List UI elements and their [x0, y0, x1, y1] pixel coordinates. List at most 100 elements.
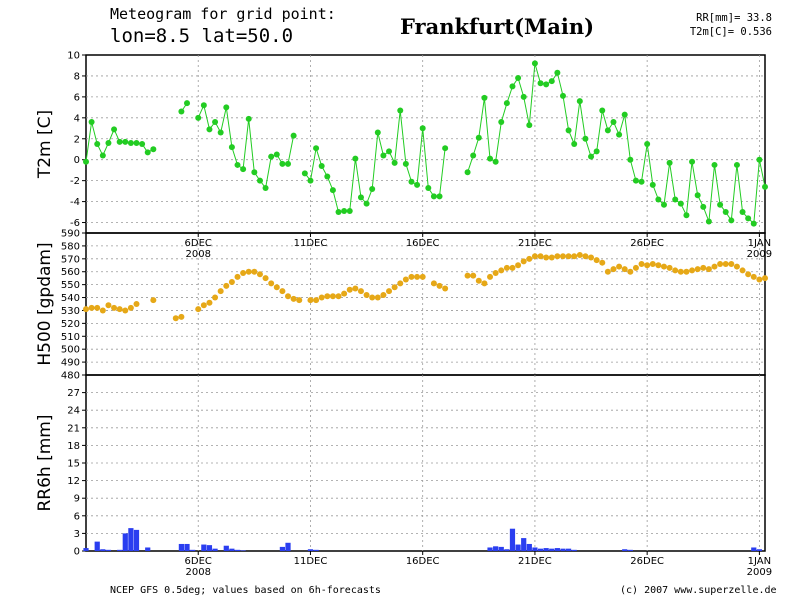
h500-point	[105, 302, 112, 309]
t2m-point	[206, 126, 213, 133]
t2m-point	[313, 145, 320, 152]
h500-point	[649, 260, 656, 267]
t2m-point	[133, 139, 140, 146]
h500-point	[133, 301, 140, 307]
location-title: Frankfurt(Main)	[400, 14, 595, 39]
rr6h-ytick-label: 0	[74, 547, 80, 558]
t2m-ytick-label: 0	[74, 155, 80, 166]
rr6h-bar	[240, 550, 246, 551]
t2m-point	[144, 149, 151, 156]
rr6h-bar	[532, 547, 538, 551]
t2m-point	[386, 148, 393, 155]
t2m-point	[689, 158, 696, 165]
t2m-point	[262, 184, 269, 191]
h500-point	[341, 290, 348, 297]
t2m-point	[632, 177, 639, 184]
h500-point	[672, 267, 679, 274]
x-tick-label: 1JAN	[748, 556, 771, 567]
h500-point	[745, 271, 752, 278]
t2m-point	[419, 125, 426, 132]
t2m-point	[717, 201, 724, 208]
h500-point	[733, 263, 740, 270]
h500-point	[262, 275, 269, 282]
h500-point	[88, 304, 95, 311]
t2m-point	[442, 145, 449, 152]
rr6h-bar	[560, 548, 566, 551]
t2m-point	[99, 152, 106, 159]
t2m-point	[307, 177, 314, 184]
t2m-point	[627, 156, 634, 163]
h500-point	[346, 286, 353, 293]
h500-point	[537, 253, 544, 260]
h500-point	[217, 288, 224, 295]
t2m-panel: -6 -4 -2 0 2 4 6 8 10 T2m [C]	[35, 51, 768, 234]
h500-point	[660, 263, 667, 270]
rr6h-bar	[178, 543, 185, 551]
rr6h-bar	[223, 545, 229, 551]
t2m-point	[290, 132, 297, 139]
h500-point	[582, 253, 589, 260]
t2m-point	[122, 138, 129, 145]
t2m-point	[644, 141, 651, 147]
t2m-point	[672, 196, 679, 203]
h500-point	[588, 254, 595, 261]
t2m-point	[733, 161, 740, 168]
h500-point	[638, 260, 645, 267]
h500-point	[750, 273, 757, 280]
t2m-point	[341, 208, 348, 215]
t2m-point	[588, 153, 595, 160]
rr6h-bar	[498, 546, 504, 551]
x-tick-label: 11DEC	[294, 556, 328, 567]
x-tick-year-label: 2008	[186, 249, 211, 260]
h500-ytick-label: 530	[61, 306, 80, 317]
rr6h-bar	[285, 542, 291, 551]
t2m-point	[184, 100, 191, 107]
data-source-note: NCEP GFS 0.5deg; values based on 6h-fore…	[110, 585, 381, 596]
h500-point	[279, 288, 286, 295]
x-tick-label: 21DEC	[518, 238, 552, 249]
t2m-point	[492, 158, 499, 165]
h500-point	[172, 315, 179, 322]
t2m-point	[273, 151, 280, 158]
h500-point	[700, 264, 707, 271]
t2m-point	[391, 159, 398, 166]
rr6h-bar	[627, 549, 633, 551]
h500-point	[632, 264, 639, 271]
h500-point	[621, 266, 628, 273]
t2m-point	[677, 200, 684, 207]
x-tick-label: 16DEC	[406, 556, 440, 567]
h500-point	[531, 253, 538, 260]
h500-ytick-label: 500	[61, 345, 80, 356]
copyright-note: (c) 2007 www.superzelle.de	[620, 585, 777, 596]
t2m-point	[705, 218, 712, 225]
rr6h-bar	[751, 547, 757, 551]
h500-ytick-label: 490	[61, 358, 80, 369]
rr6h-bar	[184, 543, 190, 551]
t2m-point	[660, 201, 667, 208]
h500-point	[593, 257, 600, 264]
h500-point	[464, 272, 471, 279]
t2m-point	[324, 173, 331, 180]
rr6h-ytick-label: 18	[67, 441, 80, 452]
rr6h-bar	[307, 549, 314, 551]
h500-point	[240, 270, 247, 277]
x-tick-label: 26DEC	[630, 238, 664, 249]
h500-point	[318, 294, 325, 301]
h500-point	[559, 253, 566, 260]
rr6h-bar	[145, 547, 151, 551]
t2m-point	[475, 134, 482, 141]
t2m-point	[498, 119, 505, 126]
t2m-point	[694, 192, 701, 199]
h500-point	[683, 268, 690, 275]
rr6h-bar	[509, 528, 516, 551]
t2m-point	[217, 129, 224, 136]
h500-point	[391, 284, 398, 291]
t2m-point	[245, 115, 252, 122]
h500-point	[677, 268, 684, 275]
h500-point	[442, 285, 449, 292]
h500-point	[543, 254, 550, 261]
h500-point	[492, 270, 499, 277]
t2m-point	[139, 141, 146, 147]
x-tick-year-label: 2009	[747, 567, 772, 578]
rr6h-bar	[543, 548, 549, 551]
